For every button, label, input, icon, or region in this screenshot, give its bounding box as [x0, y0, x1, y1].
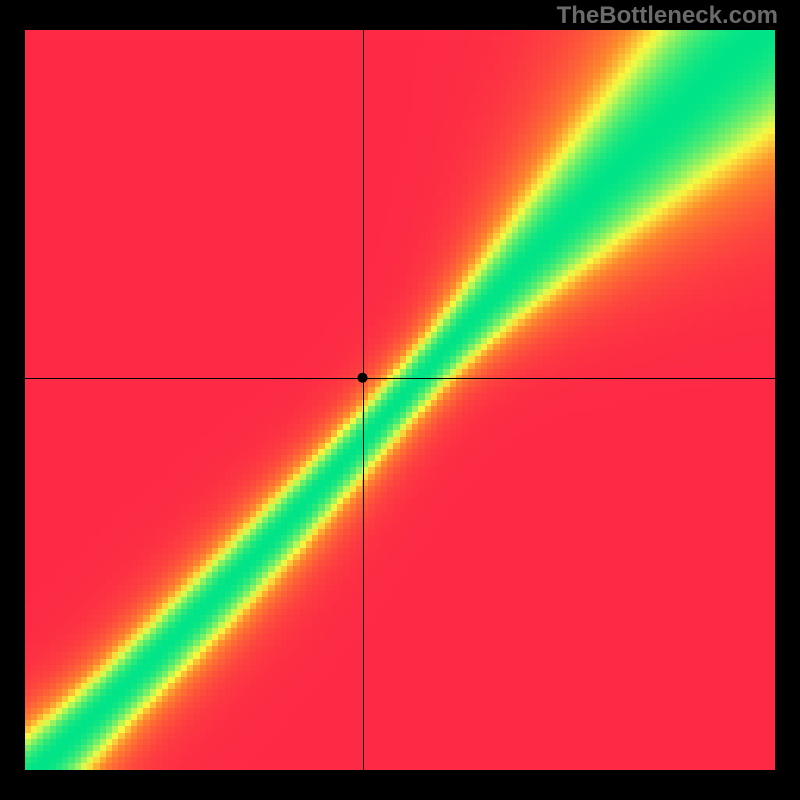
bottleneck-heatmap [25, 30, 775, 770]
watermark-text: TheBottleneck.com [557, 2, 778, 30]
chart-container: TheBottleneck.com [0, 0, 800, 800]
